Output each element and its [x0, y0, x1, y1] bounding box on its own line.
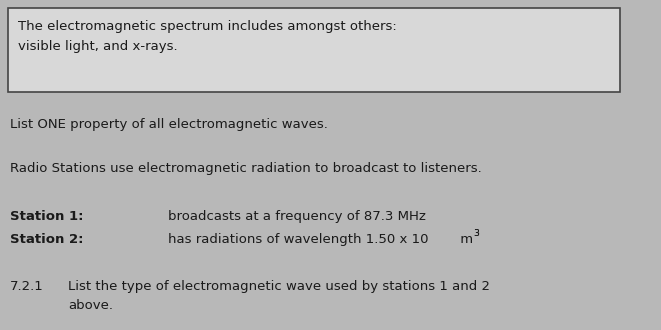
Text: visible light, and x-rays.: visible light, and x-rays. — [18, 40, 178, 53]
FancyBboxPatch shape — [8, 8, 620, 92]
Text: Station 1:: Station 1: — [10, 210, 88, 223]
Text: above.: above. — [68, 299, 113, 312]
Text: The electromagnetic spectrum includes amongst others:: The electromagnetic spectrum includes am… — [18, 20, 397, 33]
Text: Radio Stations use electromagnetic radiation to broadcast to listeners.: Radio Stations use electromagnetic radia… — [10, 162, 482, 175]
Text: has radiations of wavelength 1.50 x 10: has radiations of wavelength 1.50 x 10 — [169, 233, 429, 246]
Text: List the type of electromagnetic wave used by stations 1 and 2: List the type of electromagnetic wave us… — [68, 280, 490, 293]
Text: List ONE property of all electromagnetic waves.: List ONE property of all electromagnetic… — [10, 118, 328, 131]
Text: broadcasts at a frequency of 87.3 MHz: broadcasts at a frequency of 87.3 MHz — [169, 210, 426, 223]
Text: 3: 3 — [474, 229, 480, 238]
Text: m: m — [455, 233, 473, 246]
Text: 7.2.1: 7.2.1 — [10, 280, 44, 293]
Text: 3: 3 — [474, 229, 480, 238]
Text: Station 2:: Station 2: — [10, 233, 88, 246]
